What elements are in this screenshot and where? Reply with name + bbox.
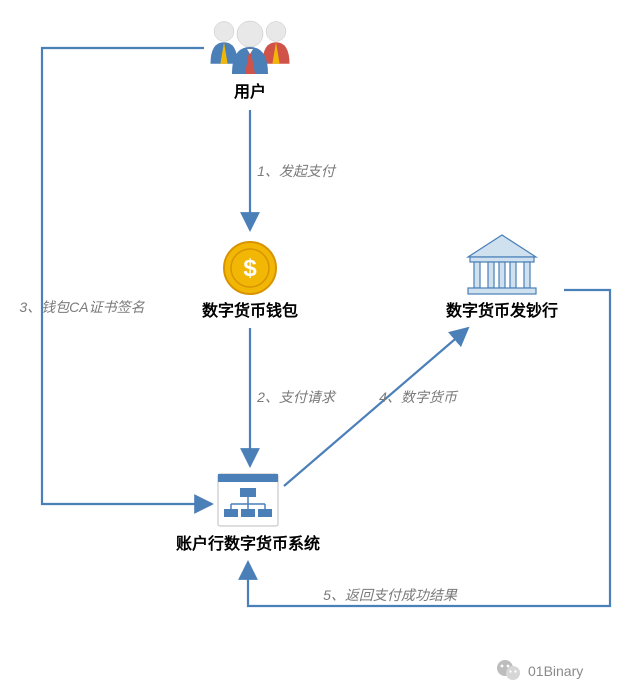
wallet-icon: $ xyxy=(224,242,276,294)
edge-e4-label: 4、数字货币 xyxy=(379,389,459,405)
edge-e5-label: 5、返回支付成功结果 xyxy=(323,587,458,603)
bank-label: 数字货币发钞行 xyxy=(446,301,558,320)
edge-e1-label: 1、发起支付 xyxy=(257,163,337,179)
system-icon xyxy=(218,474,278,526)
edge-e5 xyxy=(248,290,610,606)
edge-e4 xyxy=(284,328,468,486)
user-icon xyxy=(211,21,290,74)
wechat-icon xyxy=(497,660,520,680)
edge-e3 xyxy=(42,48,212,504)
user-label: 用户 xyxy=(234,82,266,101)
edge-e2-label: 2、支付请求 xyxy=(256,389,337,405)
edge-e3-label: 3、钱包CA证书签名 xyxy=(19,299,145,315)
footer-text: 01Binary xyxy=(528,663,583,679)
svg-text:$: $ xyxy=(243,255,257,282)
wallet-label: 数字货币钱包 xyxy=(202,301,298,320)
system-label: 账户行数字货币系统 xyxy=(176,534,320,553)
bank-icon xyxy=(468,235,536,294)
flowchart-canvas: 用户 $ 数字货币钱包 数字货币发钞行 账户行数字货币系统 xyxy=(0,0,640,694)
